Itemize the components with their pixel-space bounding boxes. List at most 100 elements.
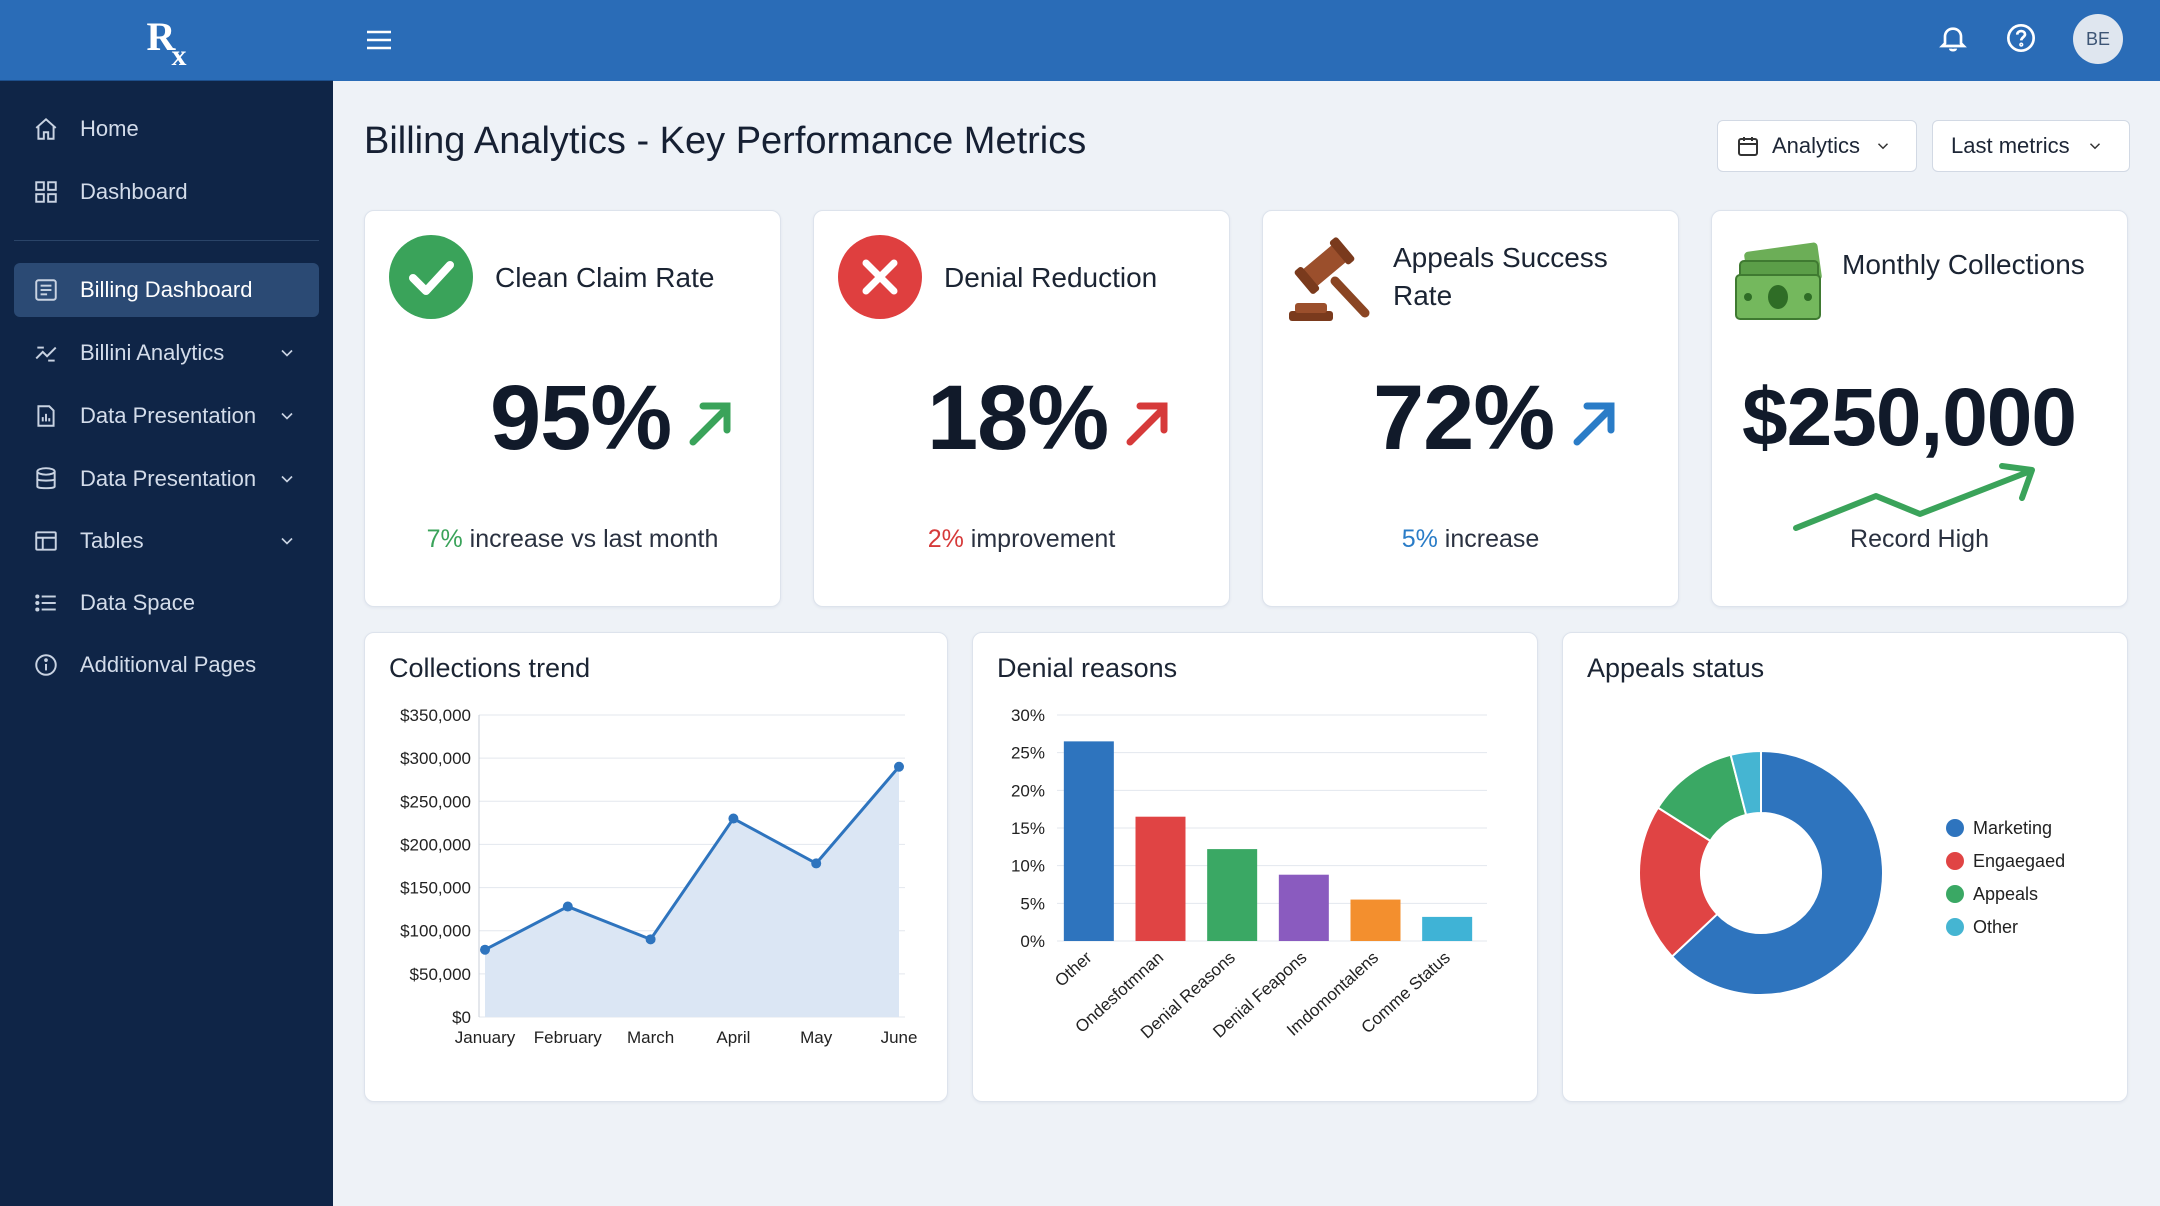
appeals-status-card: Appeals status Marketing Engaegaed Appeals… <box>1562 632 2128 1102</box>
y-tick-label: $0 <box>452 1008 471 1027</box>
top-bar: BE <box>333 0 2160 81</box>
billing-icon <box>32 276 60 304</box>
money-icon <box>1735 242 1822 320</box>
sidebar-item-label: Data Presentation <box>80 403 257 428</box>
metrics-dropdown[interactable]: Last metrics <box>1932 120 2130 172</box>
sidebar-item-label: Data Presentation <box>80 466 257 491</box>
bar <box>1278 874 1329 941</box>
chevron-down-icon <box>2086 137 2104 155</box>
database-icon <box>32 465 60 493</box>
sidebar-item-billini-analytics[interactable]: Billini Analytics <box>14 326 319 380</box>
kpi-title: Monthly Collections <box>1842 249 2085 280</box>
sidebar-item-data-presentation[interactable]: Data Presentation <box>14 389 319 443</box>
trend-up-arrow-icon <box>1126 402 1168 446</box>
sidebar-item-home[interactable]: Home <box>14 102 319 156</box>
data-point <box>480 944 490 955</box>
bar <box>1063 741 1114 941</box>
sidebar-item-label: Billini Analytics <box>80 340 225 365</box>
rx-logo-icon: Rx <box>146 14 187 72</box>
analytics-icon <box>32 339 60 367</box>
sidebar-item-billing-dashboard[interactable]: Billing Dashboard <box>14 263 319 317</box>
chevron-down-icon[interactable] <box>277 343 297 363</box>
kpi-value: 18% <box>927 367 1109 469</box>
kpi-value: 95% <box>490 367 672 469</box>
calendar-icon <box>1736 134 1760 158</box>
sidebar-item-additional-pages[interactable]: Additionval Pages <box>14 638 319 692</box>
kpi-subtext: Record High <box>1850 525 1989 553</box>
sidebar-item-dashboard[interactable]: Dashboard <box>14 165 319 219</box>
series-line <box>484 765 901 952</box>
sidebar: Rx Home Dashboard Billing Dashboard Bill… <box>0 0 333 1206</box>
sidebar-item-label: Additionval Pages <box>80 652 257 677</box>
y-tick-label: 15% <box>1011 819 1045 838</box>
sidebar-item-label: Data Space <box>80 590 195 615</box>
area-fill <box>485 766 899 1017</box>
y-tick-label: 0% <box>1020 932 1045 951</box>
app-logo[interactable]: Rx <box>0 0 333 81</box>
y-tick-label: 5% <box>1020 894 1045 913</box>
list-icon <box>32 589 60 617</box>
data-point <box>562 901 573 912</box>
x-tick-label: June <box>881 1028 918 1047</box>
legend-swatch <box>1946 819 1964 837</box>
bar <box>1135 816 1186 941</box>
legend-swatch <box>1946 885 1964 903</box>
legend-label: Other <box>1973 917 2018 937</box>
home-icon <box>32 115 60 143</box>
y-tick-label: $100,000 <box>400 922 471 941</box>
chevron-down-icon[interactable] <box>277 469 297 489</box>
y-tick-label: $300,000 <box>400 749 471 768</box>
help-icon[interactable] <box>2005 22 2041 58</box>
menu-icon[interactable] <box>363 24 395 56</box>
kpi-card-denial-reduction: Denial Reduction 18% 2% improvement <box>813 210 1230 607</box>
kpi-card-clean-claim-rate: Clean Claim Rate 95% 7% increase vs last… <box>364 210 781 607</box>
x-tick-label: Other <box>1051 948 1096 991</box>
sidebar-item-label: Home <box>80 116 139 141</box>
appeals-status-chart: Marketing Engaegaed Appeals Other <box>1638 749 2065 996</box>
sidebar-item-label: Tables <box>80 528 144 553</box>
kpi-subtext: 7% increase vs last month <box>426 525 719 553</box>
collections-trend-chart: $0 $50,000 $100,000 $150,000 $200,000 $250,00… <box>400 706 918 1047</box>
y-tick-label: $50,000 <box>410 965 471 984</box>
y-tick-label: 30% <box>1011 706 1045 725</box>
bar <box>1350 899 1401 941</box>
sidebar-item-data-presentation-2[interactable]: Data Presentation <box>14 452 319 506</box>
sidebar-item-data-space[interactable]: Data Space <box>14 576 319 630</box>
kpi-title: Appeals Success Rate <box>1393 242 1608 311</box>
pie-slice <box>1638 806 1719 958</box>
table-icon <box>32 527 60 555</box>
pie-slice <box>1670 749 1884 996</box>
record-high-trend-line-icon <box>1793 463 2035 531</box>
sidebar-item-label: Dashboard <box>80 179 188 204</box>
chart-title: Collections trend <box>389 653 591 683</box>
kpi-value: 72% <box>1373 367 1555 469</box>
kpi-value: $250,000 <box>1742 372 2077 463</box>
x-tick-label: March <box>627 1028 674 1047</box>
legend-label: Engaegaed <box>1973 851 2065 871</box>
denial-reasons-chart: 0%5%10%15%20%25%30%OtherOndesfotmnanDeni… <box>1011 706 1487 1042</box>
chart-title: Denial reasons <box>997 653 1178 683</box>
bell-icon[interactable] <box>1937 22 1973 58</box>
sidebar-item-tables[interactable]: Tables <box>14 514 319 568</box>
y-tick-label: 10% <box>1011 857 1045 876</box>
trend-up-arrow-icon <box>1573 402 1615 446</box>
check-circle-icon <box>389 235 473 319</box>
chevron-down-icon[interactable] <box>277 531 297 551</box>
chart-title: Appeals status <box>1587 653 1765 683</box>
kpi-title: Clean Claim Rate <box>495 262 715 293</box>
legend-swatch <box>1946 852 1964 870</box>
collections-trend-card: Collections trend $0 $50,000 $100,000 $150,… <box>364 632 948 1102</box>
avatar[interactable]: BE <box>2073 14 2123 64</box>
legend-swatch <box>1946 918 1964 936</box>
chevron-down-icon[interactable] <box>277 406 297 426</box>
grid-icon <box>32 178 60 206</box>
x-tick-label: January <box>455 1028 516 1047</box>
analytics-dropdown[interactable]: Analytics <box>1717 120 1917 172</box>
data-point <box>728 813 739 824</box>
chevron-down-icon <box>1874 137 1892 155</box>
y-tick-label: $350,000 <box>400 706 471 725</box>
analytics-dropdown-label: Analytics <box>1772 133 1861 158</box>
info-icon <box>32 651 60 679</box>
x-tick-label: May <box>800 1028 833 1047</box>
kpi-card-appeals-success-rate: Appeals Success Rate 72% 5% increase <box>1262 210 1679 607</box>
